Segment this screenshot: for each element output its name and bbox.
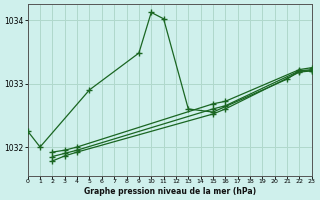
X-axis label: Graphe pression niveau de la mer (hPa): Graphe pression niveau de la mer (hPa)	[84, 187, 256, 196]
